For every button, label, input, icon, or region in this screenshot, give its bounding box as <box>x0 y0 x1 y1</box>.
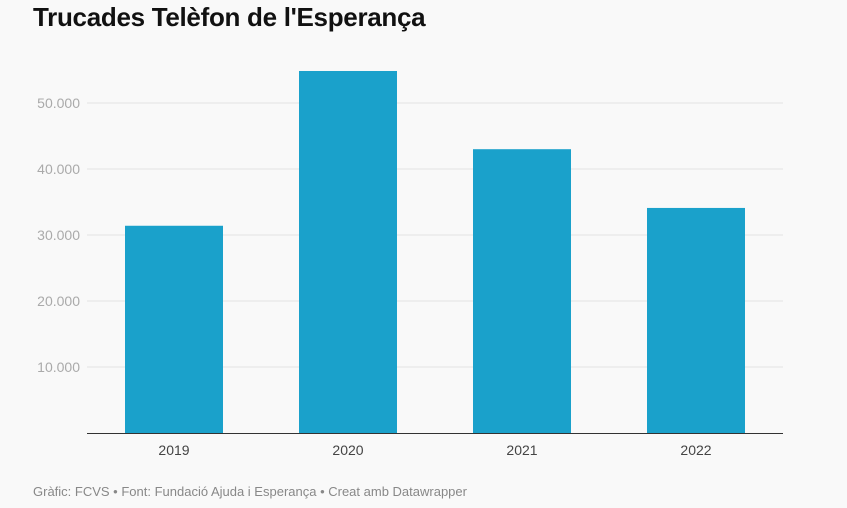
x-tick-label: 2020 <box>332 442 363 458</box>
bar-2022 <box>647 207 745 433</box>
bar-2019 <box>125 225 223 433</box>
y-tick-label: 50.000 <box>37 95 80 111</box>
x-tick-label: 2022 <box>680 442 711 458</box>
y-tick-label: 40.000 <box>37 161 80 177</box>
bar-2021 <box>473 149 571 433</box>
x-tick-label: 2021 <box>506 442 537 458</box>
y-tick-label: 10.000 <box>37 359 80 375</box>
bar-2020 <box>299 70 397 434</box>
chart-title: Trucades Telèfon de l'Esperança <box>33 2 426 32</box>
chart-footer: Gràfic: FCVS • Font: Fundació Ajuda i Es… <box>33 484 467 499</box>
y-tick-label: 20.000 <box>37 293 80 309</box>
x-tick-label: 2019 <box>158 442 189 458</box>
y-tick-label: 30.000 <box>37 227 80 243</box>
